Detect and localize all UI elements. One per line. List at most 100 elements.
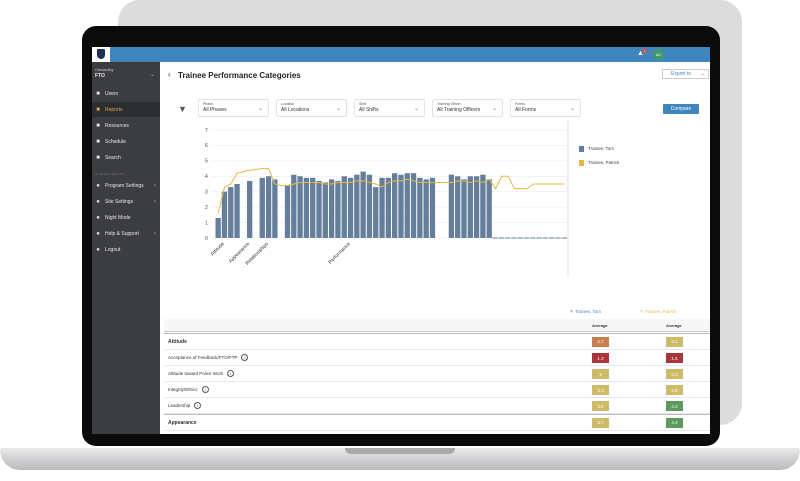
column-header-average: Average xyxy=(666,323,682,328)
bar xyxy=(461,179,467,238)
y-tick-label: 1 xyxy=(205,220,208,226)
users-icon: ■ xyxy=(96,90,100,97)
filter-location[interactable]: Location All Locations ⌄ xyxy=(276,99,347,117)
y-tick-label: 5 xyxy=(205,159,208,165)
filter-forms[interactable]: Forms All Forms ⌄ xyxy=(510,99,581,117)
filter-shift[interactable]: Shift All Shifts ⌄ xyxy=(354,99,425,117)
table-header xyxy=(164,319,710,332)
bar xyxy=(398,174,404,238)
org-subtitle: Onboarding xyxy=(95,68,114,72)
laptop-notch xyxy=(345,448,455,454)
bar xyxy=(410,173,417,238)
sidebar-item-help-support[interactable]: ● Help & Support › xyxy=(96,230,156,237)
sidebar-item-users[interactable]: ■ Users xyxy=(96,90,119,97)
trainee-header-tom[interactable]: ✎ Trainee, Tom xyxy=(570,309,601,314)
info-icon[interactable]: i xyxy=(241,354,249,361)
info-icon[interactable]: i xyxy=(201,386,209,393)
logo[interactable] xyxy=(92,47,160,62)
export-label: Export to xyxy=(671,71,692,77)
bar xyxy=(265,176,272,238)
bar xyxy=(234,184,240,238)
chevron-right-icon: › xyxy=(154,230,156,237)
filter-training-officer[interactable]: Training Officer All Training Officers ⌄ xyxy=(432,99,503,117)
bar xyxy=(423,179,429,238)
score-cell-tom: 1.3 xyxy=(592,353,609,363)
trainee-header-patrick[interactable]: ✎ Trainee, Patrick xyxy=(640,309,677,314)
bar xyxy=(486,179,492,238)
legend-item-tom[interactable]: Trainee, Tom xyxy=(579,144,619,153)
compare-button[interactable]: Compare xyxy=(663,104,699,114)
chevron-down-icon: ⌄ xyxy=(257,106,263,112)
info-icon[interactable]: i xyxy=(194,402,202,409)
sidebar-item-night-mode[interactable]: ● Night Mode xyxy=(96,214,131,221)
chevron-right-icon: › xyxy=(154,182,156,189)
filter-phase[interactable]: Phase All Phases ⌄ xyxy=(198,99,269,117)
bar xyxy=(392,173,398,238)
line-series-patrick xyxy=(217,168,565,214)
score-cell-patrick: 3.6 xyxy=(666,385,683,395)
bar xyxy=(297,176,303,238)
tools-icon: ● xyxy=(96,182,100,189)
chevron-down-icon[interactable]: ⌄ xyxy=(150,72,156,78)
bar xyxy=(215,217,221,238)
score-cell-patrick: 4.4 xyxy=(666,417,683,428)
bar xyxy=(354,174,360,238)
bar xyxy=(467,176,473,238)
laptop-base xyxy=(0,448,800,470)
sidebar-item-program-settings[interactable]: ● Program Settings › xyxy=(96,182,156,189)
score-cell-tom: 3.5 xyxy=(592,401,609,411)
chevron-down-icon: ⌄ xyxy=(335,106,341,112)
legend: Trainee, Tom Trainee, Patrick xyxy=(579,144,619,167)
info-icon[interactable]: i xyxy=(227,370,235,377)
bar xyxy=(373,187,379,238)
main-content xyxy=(160,62,710,434)
bar xyxy=(303,177,310,238)
y-tick-label: 4 xyxy=(205,174,208,180)
legend-item-patrick[interactable]: Trainee, Patrick xyxy=(579,158,619,167)
bar xyxy=(284,185,291,238)
filter-icon[interactable]: ▼ xyxy=(178,104,187,114)
folder-icon: ■ xyxy=(96,122,100,129)
sidebar-item-reports[interactable]: ■ Reports xyxy=(92,102,160,117)
badge-logo-icon xyxy=(97,49,105,59)
export-dropdown[interactable]: Export to ⌄ xyxy=(662,69,709,79)
top-bar: ▲ 1 AC xyxy=(92,47,710,62)
moon-icon: ● xyxy=(96,214,100,221)
bar xyxy=(316,180,322,238)
column-header-average: Average xyxy=(592,323,608,328)
score-cell-patrick: 3.3 xyxy=(666,369,683,379)
y-tick-label: 0 xyxy=(205,236,208,242)
bar xyxy=(480,174,486,238)
bar xyxy=(404,173,410,238)
y-tick-label: 3 xyxy=(205,190,208,196)
table-row: Attitude toward Police Work i xyxy=(164,366,710,382)
chevron-down-icon: ⌄ xyxy=(491,106,497,112)
bar xyxy=(473,176,480,238)
sidebar-section-label: ADMINISTRATION xyxy=(95,172,125,176)
avatar[interactable]: AC xyxy=(653,49,664,60)
back-button[interactable]: ‹ xyxy=(168,70,171,79)
sidebar-item-schedule[interactable]: ■ Schedule xyxy=(96,138,126,145)
search-icon: ■ xyxy=(96,154,100,161)
bar xyxy=(228,187,234,238)
sidebar-item-logout[interactable]: ● Logout xyxy=(96,246,121,253)
bar xyxy=(341,176,347,238)
sidebar-item-resources[interactable]: ■ Resources xyxy=(96,122,129,129)
score-cell-patrick: 3.1 xyxy=(666,336,683,347)
bar xyxy=(335,180,341,238)
bar xyxy=(347,177,354,238)
bell-icon[interactable]: ▲ xyxy=(637,50,644,57)
bar xyxy=(417,177,423,238)
org-switcher[interactable]: FTO xyxy=(95,73,105,79)
table-row: Acceptance of Feedback/FTO/FTP i xyxy=(164,350,710,366)
gear-icon: ● xyxy=(96,198,100,205)
table-row: Leadership i xyxy=(164,398,710,414)
sidebar-item-site-settings[interactable]: ● Site Settings › xyxy=(96,198,156,205)
sidebar-item-search[interactable]: ■ Search xyxy=(96,154,121,161)
chevron-down-icon: ⌄ xyxy=(700,71,705,77)
score-cell-tom: 3.3 xyxy=(592,385,609,395)
score-cell-tom: 3 xyxy=(592,369,609,379)
y-tick-label: 6 xyxy=(205,143,208,149)
bar xyxy=(429,177,436,238)
